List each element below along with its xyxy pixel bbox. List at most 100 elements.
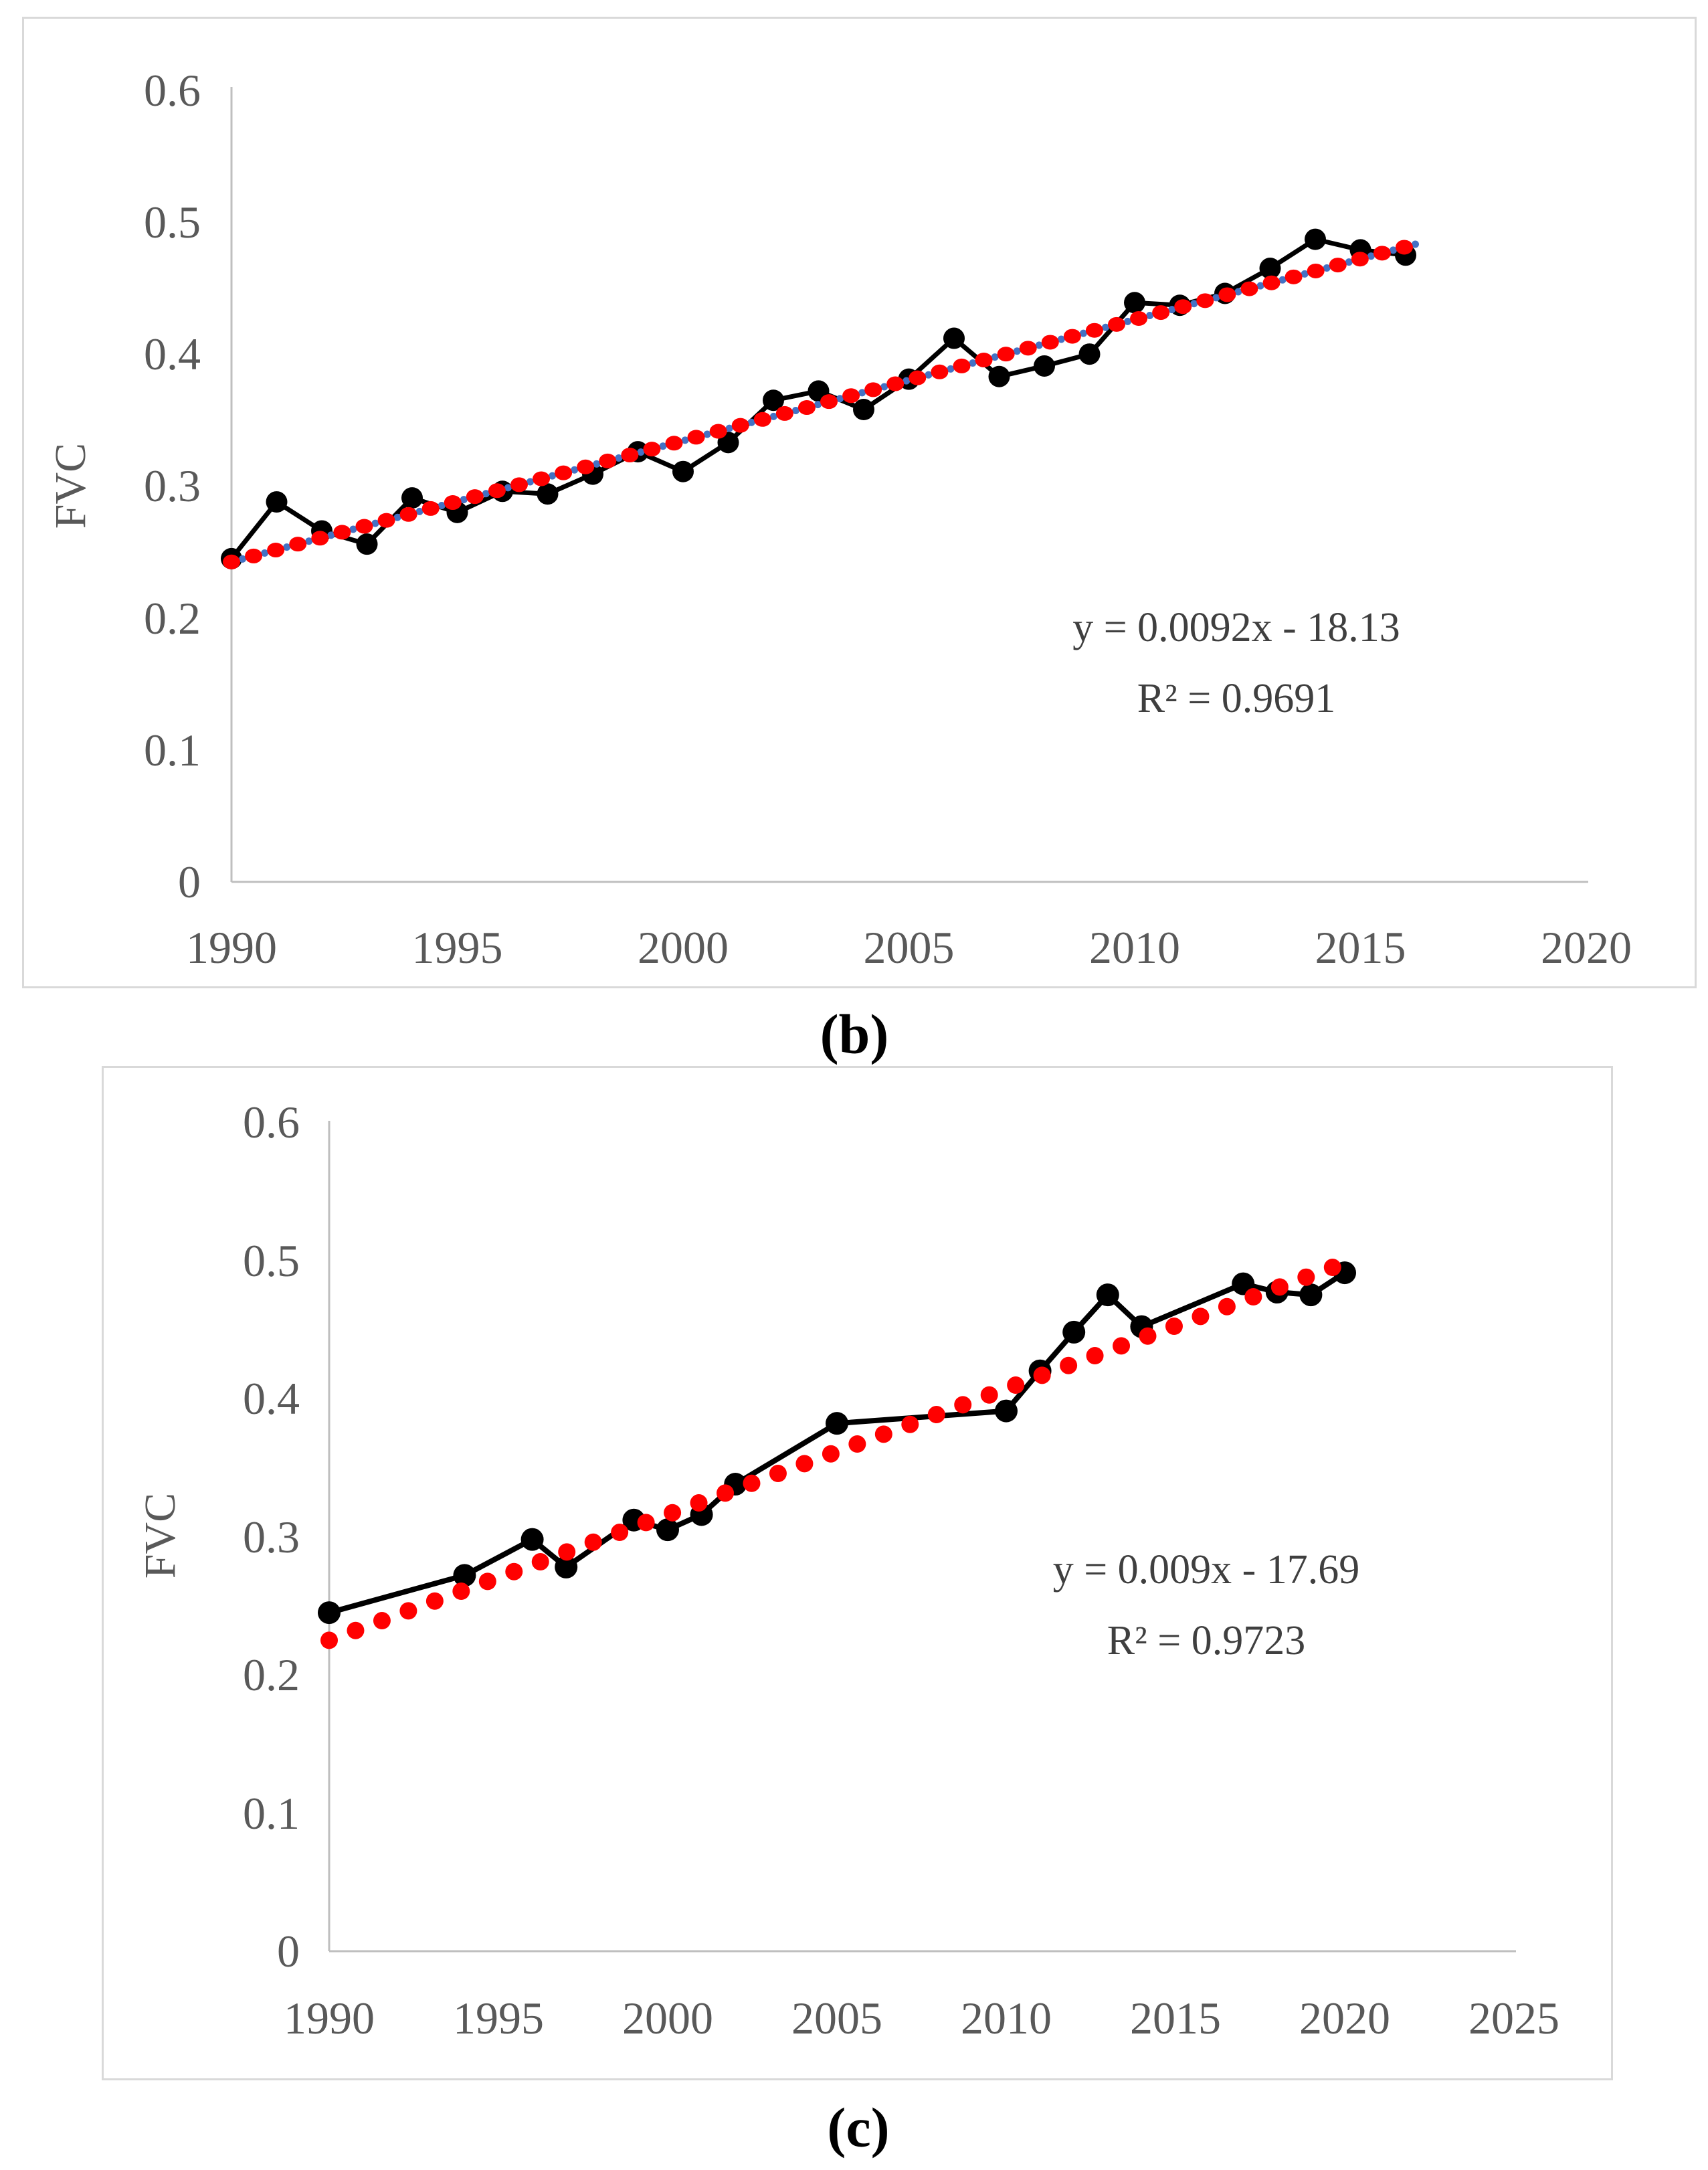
chart-c-data-point xyxy=(555,1555,578,1578)
chart-c-trend-dot-red xyxy=(584,1533,602,1551)
chart-c-trend-dot-red xyxy=(822,1445,840,1463)
chart-b-trend-dot-red xyxy=(267,543,285,558)
chart-b-trend-dot-red xyxy=(687,430,705,445)
chart-c-data-point xyxy=(1096,1283,1119,1307)
chart-b-trend-dot-red xyxy=(555,465,573,480)
chart-b-trend-dot-red xyxy=(842,388,860,403)
chart-b-x-tick-label: 2005 xyxy=(863,922,955,973)
chart-b-trend-dot-red xyxy=(1108,317,1125,332)
chart-c-trend-dot-red xyxy=(795,1455,814,1473)
caption-c-letter: c xyxy=(846,2096,871,2159)
caption-b-close-paren: ) xyxy=(870,1003,889,1066)
chart-b-trend-dot-red xyxy=(577,459,595,474)
chart-b-trend-dot-blue xyxy=(858,389,866,397)
chart-b-trend-dot-red xyxy=(797,400,816,416)
chart-c-frame xyxy=(102,1066,1613,2080)
chart-b-data-point xyxy=(266,491,288,513)
chart-b-trend-dot-blue xyxy=(1367,252,1375,260)
chart-c-x-tick-label: 2025 xyxy=(1468,1993,1559,2044)
chart-b-trend-dot-red xyxy=(1285,269,1303,284)
chart-b-trend-dot-blue xyxy=(1389,246,1397,254)
chart-c-trend-dot-red xyxy=(611,1524,629,1542)
chart-b-trend-dot-blue xyxy=(1035,341,1043,349)
chart-c-trend-dot-red xyxy=(1139,1327,1157,1345)
chart-b-trend-dot-red xyxy=(421,501,440,516)
chart-b-trend-dot-red xyxy=(377,513,395,528)
chart-b-trend-dot-blue xyxy=(725,424,733,432)
chart-b-y-axis-title: FVC xyxy=(46,442,95,529)
chart-c-data-point xyxy=(826,1412,848,1435)
chart-b-x-tick-label: 2010 xyxy=(1089,922,1180,973)
chart-b-trend-dot-red xyxy=(643,442,661,457)
chart-c-trend-dot-red xyxy=(1060,1356,1078,1374)
chart-b-trend-dot-blue xyxy=(1278,276,1287,284)
chart-b-trend-dot-red xyxy=(975,353,993,368)
chart-b-x-tick-label: 2000 xyxy=(638,922,729,973)
chart-c-x-tick-label: 1990 xyxy=(284,1993,375,2044)
chart-b-trend-dot-red xyxy=(753,412,771,427)
chart-b-data-point xyxy=(763,389,784,412)
chart-b-data-point xyxy=(853,399,874,421)
chart-c-trend-dot-red xyxy=(1192,1307,1210,1326)
chart-b-x-tick-label: 2020 xyxy=(1541,922,1632,973)
chart-b-trend-dot-blue xyxy=(305,537,313,545)
chart-b-trend-dot-blue xyxy=(659,442,667,450)
chart-c-trend-dot-red xyxy=(347,1621,365,1639)
chart-b-trend-dot-red xyxy=(1130,310,1148,326)
chart-c-trend-dot-red xyxy=(1165,1318,1183,1336)
chart-b-trend-dot-blue xyxy=(791,406,799,414)
chart-c-trend-dot-red xyxy=(505,1562,523,1580)
chart-b-data-point xyxy=(943,327,965,349)
chart-c-trend-dot-red xyxy=(717,1484,735,1502)
chart-b-trend-dot-blue xyxy=(747,418,755,426)
chart-b-trend-dot-red xyxy=(599,453,617,468)
chart-b-trend-dot-red xyxy=(1063,329,1081,344)
chart-c-x-tick-label: 2020 xyxy=(1299,1993,1390,2044)
chart-c-y-tick-label: 0.4 xyxy=(243,1373,300,1424)
chart-c-trend-dot-red xyxy=(1033,1366,1051,1384)
chart-b-data-point xyxy=(1124,292,1145,314)
chart-b-data-point xyxy=(356,533,378,555)
chart-b-data-point xyxy=(1305,228,1326,250)
chart-b-trend-dot-red xyxy=(731,418,749,433)
chart-b-trend-dot-blue xyxy=(814,401,822,409)
caption-c-close-paren: ) xyxy=(870,2096,890,2159)
chart-c-data-point xyxy=(453,1564,476,1587)
chart-b-trend-dot-red xyxy=(709,424,727,439)
chart-b-trend-dot-red xyxy=(510,477,528,492)
chart-b-data-point xyxy=(988,365,1010,387)
chart-b-trend-dot-red xyxy=(1019,341,1037,356)
caption-b: (b) xyxy=(820,1002,889,1067)
chart-b-trend-dot-red xyxy=(1307,263,1325,278)
chart-c-trend-dot-red xyxy=(531,1553,549,1571)
chart-c-trend-dot-red xyxy=(1007,1376,1025,1394)
chart-c-trend-dot-red xyxy=(1323,1259,1341,1277)
chart-b-trend-dot-blue xyxy=(769,412,777,420)
chart-b-data-point xyxy=(401,487,423,509)
chart-c-trend-dot-red xyxy=(1270,1278,1289,1296)
chart-b-trend-dot-red xyxy=(533,471,551,486)
chart-c-y-tick-label: 0.6 xyxy=(243,1097,300,1148)
chart-c-trend-annotation: y = 0.009x - 17.69 R² = 0.9723 xyxy=(838,1534,1574,1676)
caption-c: (c) xyxy=(827,2096,889,2161)
chart-b-data-point xyxy=(1259,258,1281,280)
chart-b-trend-dot-blue xyxy=(836,395,844,403)
chart-b-trend-dot-red xyxy=(775,405,793,421)
chart-b-data-point xyxy=(1034,355,1055,377)
chart-b-trend-dot-red xyxy=(488,483,506,499)
chart-b-trend-dot-blue xyxy=(349,525,357,533)
chart-b-trend-dot-blue xyxy=(1124,317,1132,325)
chart-c-y-tick-label: 0.3 xyxy=(243,1511,300,1562)
chart-b-x-tick-label: 1990 xyxy=(186,922,277,973)
chart-b-trend-dot-red xyxy=(466,489,484,505)
chart-b-trend-dot-blue xyxy=(393,513,401,521)
chart-b-y-tick-label: 0.2 xyxy=(144,592,201,644)
chart-b-trend-dot-blue xyxy=(1212,294,1220,302)
chart-b-x-tick-label: 2015 xyxy=(1315,922,1406,973)
chart-b-trend-dot-red xyxy=(1152,305,1170,321)
chart-b-trend-dot-blue xyxy=(482,490,490,498)
chart-c-y-tick-label: 0.1 xyxy=(243,1787,300,1839)
caption-b-letter: b xyxy=(838,1003,870,1066)
chart-c-trend-dot-red xyxy=(320,1631,338,1649)
